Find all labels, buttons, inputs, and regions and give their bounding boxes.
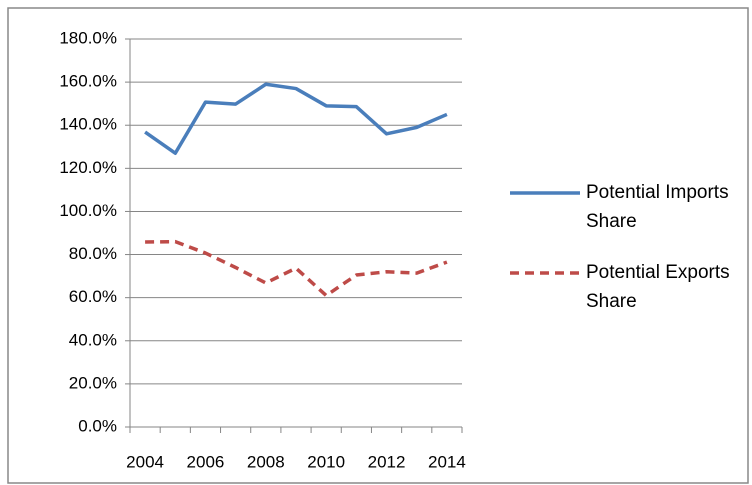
x-tick-label: 2006 [187, 452, 225, 471]
y-tick-label: 180.0% [59, 28, 117, 47]
y-tick-label: 100.0% [59, 201, 117, 220]
data-line [144, 82, 448, 155]
x-tick-label: 2004 [126, 452, 164, 471]
y-tick-label: 0.0% [78, 416, 117, 435]
y-tick-label: 20.0% [69, 373, 117, 392]
y-tick-label: 140.0% [59, 115, 117, 134]
chart-frame [7, 7, 749, 484]
x-tick-label: 2014 [428, 452, 466, 471]
legend-label: Potential Exports Share [586, 262, 730, 312]
y-tick-label: 60.0% [69, 287, 117, 306]
y-tick-label: 80.0% [69, 244, 117, 263]
legend-label: Potential Imports Share [586, 182, 729, 232]
y-tick-label: 160.0% [59, 72, 117, 91]
y-tick-label: 40.0% [69, 330, 117, 349]
data-line [145, 239, 448, 298]
y-tick-label: 120.0% [59, 158, 117, 177]
x-tick-label: 2010 [307, 452, 345, 471]
x-tick-label: 2012 [368, 452, 406, 471]
x-tick-label: 2008 [247, 452, 285, 471]
